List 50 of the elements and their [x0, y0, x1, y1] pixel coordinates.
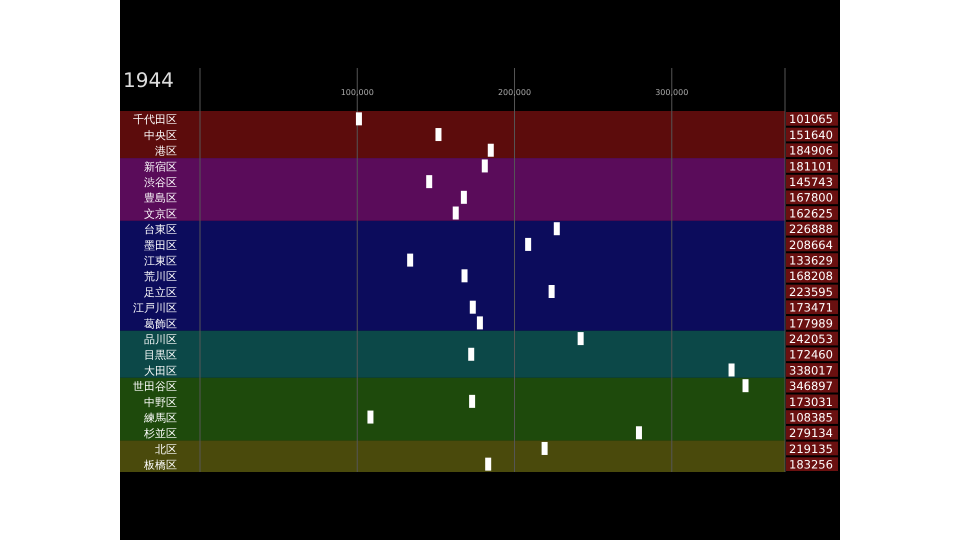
data-label: 208664: [789, 238, 833, 252]
y-tick-label: 杉並区: [143, 427, 177, 440]
data-label: 172460: [789, 348, 833, 362]
x-tick-label: 300,000: [655, 88, 688, 97]
y-tick-label: 足立区: [144, 286, 177, 299]
y-tick-label: 台東区: [144, 223, 177, 236]
x-tick-label: 100,000: [340, 88, 374, 97]
data-label: 338017: [789, 363, 833, 378]
data-label: 226888: [789, 222, 833, 236]
data-label: 167800: [789, 190, 833, 205]
data-label: 168208: [789, 269, 833, 284]
y-tick-label: 文京区: [144, 207, 177, 220]
y-tick-label: 北区: [155, 442, 177, 456]
y-tick-label: 豊島区: [144, 192, 177, 205]
y-tick-label: 港区: [155, 144, 177, 158]
y-tick-label: 練馬区: [143, 411, 177, 424]
y-tick-label: 荒川区: [144, 270, 177, 284]
y-tick-label: 目黒区: [144, 348, 177, 362]
y-tick-label: 墨田区: [144, 238, 177, 252]
y-tick-label: 品川区: [144, 332, 177, 346]
x-tick-label: 200,000: [498, 88, 532, 97]
data-label: 173471: [789, 300, 833, 315]
data-label: 133629: [789, 254, 833, 268]
y-tick-label: 大田区: [144, 364, 177, 378]
y-tick-label: 板橋区: [143, 458, 177, 472]
y-tick-label: 中央区: [144, 128, 177, 142]
y-tick-label: 新宿区: [144, 160, 177, 174]
data-label: 145743: [789, 175, 833, 190]
data-label: 177989: [789, 316, 833, 330]
data-label: 108385: [789, 410, 833, 424]
data-label: 184906: [789, 144, 833, 158]
data-label: 162625: [789, 206, 833, 220]
data-label: 151640: [789, 128, 833, 142]
y-tick-label: 江東区: [144, 254, 177, 268]
y-tick-label: 渋谷区: [144, 176, 177, 190]
data-label: 173031: [789, 394, 833, 409]
y-tick-label: 江戸川区: [133, 302, 177, 315]
data-label: 181101: [789, 159, 833, 174]
y-tick-label: 中野区: [144, 396, 177, 409]
data-label: 223595: [789, 284, 833, 299]
data-label: 183256: [789, 458, 833, 472]
data-label: 219135: [789, 442, 833, 456]
data-label: 242053: [789, 332, 833, 346]
y-tick-label: 葛飾区: [144, 317, 177, 330]
y-tick-label: 世田谷区: [133, 380, 177, 394]
data-label: 346897: [789, 379, 833, 394]
y-tick-label: 千代田区: [133, 113, 177, 126]
data-label: 279134: [789, 426, 833, 440]
chart-title: 1944: [123, 68, 174, 92]
data-label: 101065: [789, 112, 833, 126]
